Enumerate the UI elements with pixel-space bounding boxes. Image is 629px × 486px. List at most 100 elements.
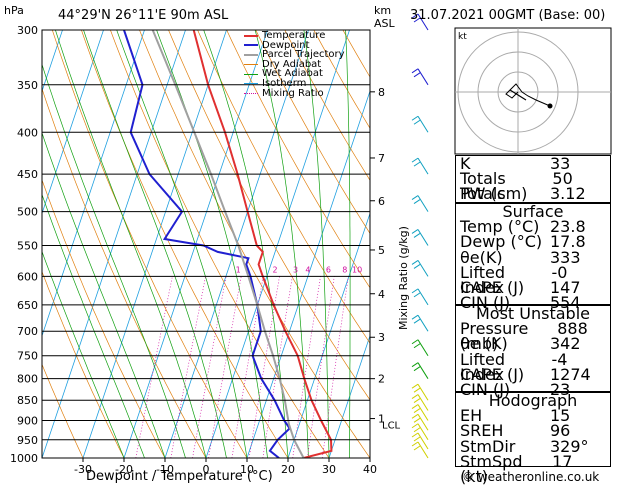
hodograph-table-title: Hodograph bbox=[488, 391, 578, 410]
isotherm-line bbox=[328, 334, 370, 458]
km-tick-label: 3 bbox=[378, 331, 385, 344]
km-tick-label: 8 bbox=[378, 86, 385, 99]
mixing-ratio-line bbox=[170, 276, 206, 458]
surface-row: θe(K) 333 bbox=[460, 247, 581, 267]
lcl-label: LCL bbox=[382, 420, 401, 431]
mixing-ratio-line bbox=[248, 276, 280, 458]
mixing-ratio-label: 8 bbox=[342, 265, 347, 274]
wind-barb-flag bbox=[411, 157, 419, 163]
mixing-ratio-line bbox=[292, 276, 321, 458]
index-row-pw: PW (cm) 3.12 bbox=[460, 184, 586, 204]
wind-barb-flag bbox=[411, 423, 419, 429]
pressure-tick-label: 450 bbox=[17, 168, 38, 181]
wind-barb-flag bbox=[411, 413, 419, 419]
mixing-ratio-line bbox=[135, 276, 173, 458]
wind-barb-flag bbox=[413, 436, 421, 442]
km-tick-label: 7 bbox=[378, 152, 385, 165]
mixing-ratio-label: 6 bbox=[326, 265, 331, 274]
indices-box: K 33 Totals Totals 50 PW (cm) 3.12 bbox=[455, 155, 611, 203]
wind-barb bbox=[417, 404, 429, 421]
wind-barb-flag bbox=[413, 119, 421, 125]
mixing-ratio-line bbox=[321, 276, 349, 458]
wind-barb-flag bbox=[413, 417, 421, 423]
isotherm-line bbox=[287, 212, 370, 458]
pressure-tick-label: 1000 bbox=[10, 452, 38, 465]
wind-barb-flag bbox=[411, 68, 419, 74]
most-unstable-box: Most Unstable Pressure (mb) 888 θe (K) 342… bbox=[455, 305, 611, 398]
wind-barb-flag bbox=[413, 199, 421, 205]
hodograph-row: StmDir 329° bbox=[460, 436, 589, 456]
wind-barb bbox=[417, 116, 429, 133]
dry-adiabat-line bbox=[42, 363, 84, 458]
copyright: © weatheronline.co.uk bbox=[462, 470, 600, 484]
wind-barb-flag bbox=[413, 408, 421, 413]
hpa-label: hPa bbox=[4, 4, 24, 17]
wind-barb bbox=[417, 288, 429, 306]
wind-barb-flag bbox=[413, 72, 421, 78]
wind-barb-flag bbox=[413, 343, 421, 349]
wind-barb-flag bbox=[411, 115, 419, 121]
wind-barb-flag bbox=[411, 383, 419, 389]
wind-barb-flag bbox=[413, 161, 421, 167]
hodograph-table-box: Hodograph EH 15 SREH 96 StmDir 329° StmSpd … bbox=[455, 391, 611, 484]
hodograph-row: EH 15 bbox=[460, 406, 571, 426]
wind-barb-flag bbox=[411, 432, 419, 438]
index-row-totals: Totals Totals 50 bbox=[460, 169, 573, 204]
most-unstable-row: CIN (J) 23 bbox=[460, 379, 571, 399]
dry-adiabat-line bbox=[284, 30, 370, 182]
km-label: km bbox=[374, 4, 392, 17]
surface-row: Lifted Index -0 bbox=[460, 262, 568, 297]
km-tick-label: 1 bbox=[378, 413, 385, 426]
x-tick-label: 20 bbox=[281, 463, 295, 476]
storm-motion-dot bbox=[547, 103, 553, 109]
mixing-ratio-axis-title: Mixing Ratio (g/kg) bbox=[397, 226, 410, 330]
wind-barb-flag bbox=[413, 445, 421, 451]
wind-barb-flag bbox=[411, 195, 419, 201]
wind-barb bbox=[417, 441, 429, 459]
wind-barb-flag bbox=[413, 398, 421, 403]
mixing-ratio-line bbox=[231, 276, 264, 458]
x-tick-label: 30 bbox=[322, 463, 336, 476]
hodograph-row: SREH 96 bbox=[460, 421, 571, 441]
wind-barb bbox=[417, 314, 429, 332]
mixing-ratio-line bbox=[192, 276, 227, 458]
wind-barb-flag bbox=[411, 394, 419, 399]
x-tick-label: -30 bbox=[74, 463, 92, 476]
x-tick-label: -20 bbox=[115, 463, 133, 476]
wind-barb bbox=[417, 423, 429, 441]
wind-barb bbox=[417, 13, 429, 31]
legend: Temperature Dewpoint Parcel Trajectory D… bbox=[244, 31, 345, 98]
isotherm-line bbox=[42, 30, 145, 337]
pressure-tick-label: 550 bbox=[17, 239, 38, 252]
isotherm-line bbox=[205, 30, 350, 458]
wind-barb-flag bbox=[413, 387, 421, 393]
pressure-tick-label: 400 bbox=[17, 126, 38, 139]
isotherm-line bbox=[42, 30, 186, 458]
mixing-ratio-line bbox=[307, 276, 335, 458]
storm-motion-arrow bbox=[509, 89, 527, 101]
wind-barb-flag bbox=[413, 233, 421, 238]
x-tick-label: 0 bbox=[203, 463, 210, 476]
index-row-k: K 33 bbox=[460, 154, 571, 173]
mixing-ratio-label: 16 bbox=[381, 265, 391, 274]
pressure-tick-label: 650 bbox=[17, 299, 38, 312]
wind-barb bbox=[417, 383, 429, 401]
surface-title: Surface bbox=[502, 202, 564, 221]
most-unstable-row: θe (K) 342 bbox=[460, 334, 581, 354]
wind-barb bbox=[417, 394, 429, 411]
wind-barb-flag bbox=[411, 339, 419, 345]
pressure-tick-label: 950 bbox=[17, 434, 38, 447]
location-label: 44°29'N 26°11'E 90m ASL bbox=[58, 8, 229, 23]
pressure-tick-label: 350 bbox=[17, 79, 38, 92]
wind-barb-flag bbox=[411, 13, 419, 19]
hodograph-trace bbox=[505, 83, 551, 107]
wind-barb-flag bbox=[411, 288, 419, 294]
wind-barb-flag bbox=[413, 318, 421, 324]
wind-barb bbox=[417, 229, 429, 246]
wind-barb-flag bbox=[413, 263, 421, 269]
wind-barb bbox=[417, 195, 429, 212]
pressure-tick-label: 600 bbox=[17, 270, 38, 283]
dry-adiabat-line bbox=[226, 30, 370, 289]
series-temperature bbox=[192, 30, 333, 458]
